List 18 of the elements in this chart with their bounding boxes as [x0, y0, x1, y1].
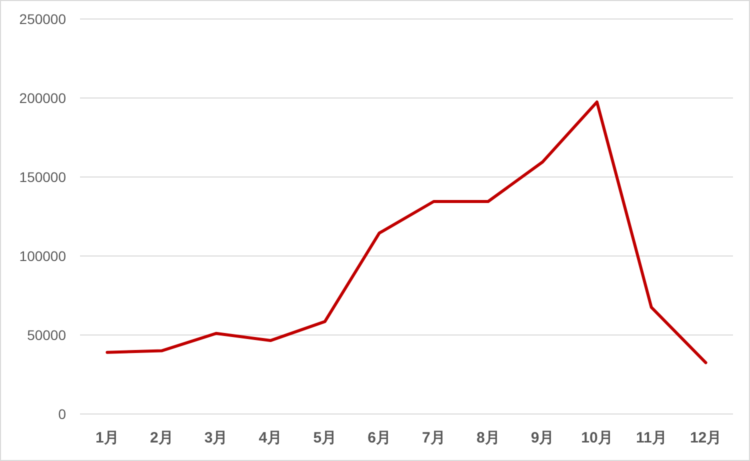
x-tick-label: 10月 — [581, 430, 613, 446]
x-tick-label: 5月 — [313, 430, 337, 446]
y-tick-label: 100000 — [19, 248, 66, 264]
x-tick-label: 7月 — [422, 430, 446, 446]
y-tick-label: 250000 — [19, 11, 66, 27]
y-tick-label: 0 — [58, 406, 66, 422]
x-tick-label: 4月 — [258, 430, 282, 446]
x-tick-label: 6月 — [368, 430, 391, 446]
y-tick-label: 200000 — [19, 90, 66, 106]
y-tick-label: 50000 — [27, 327, 66, 343]
x-tick-label: 8月 — [476, 430, 500, 446]
x-tick-label: 12月 — [690, 430, 722, 446]
x-tick-label: 2月 — [150, 430, 174, 446]
x-tick-label: 3月 — [204, 430, 228, 446]
x-tick-label: 9月 — [530, 430, 554, 446]
x-tick-label: 11月 — [636, 430, 667, 446]
x-tick-label: 1月 — [96, 430, 119, 446]
y-tick-label: 150000 — [19, 169, 66, 185]
